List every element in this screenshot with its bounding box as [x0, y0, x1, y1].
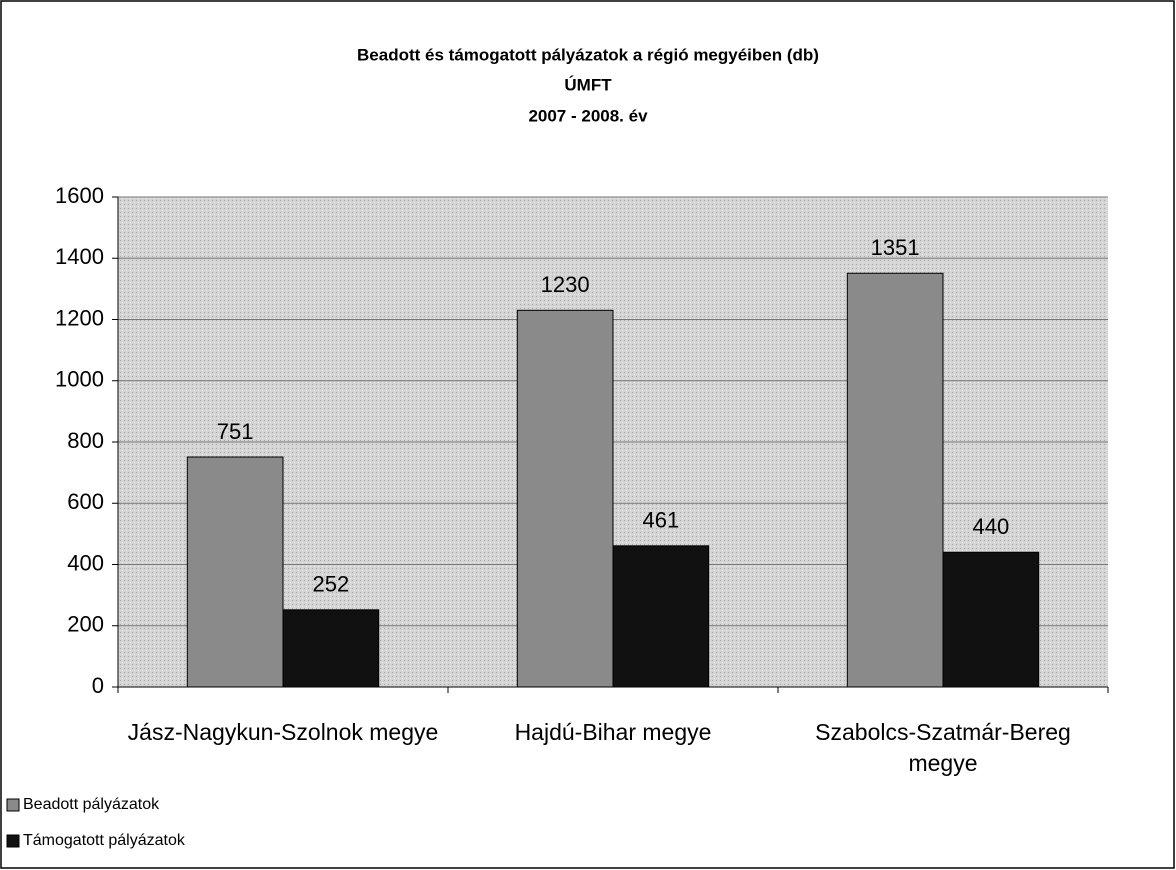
- data-label: 1351: [871, 235, 920, 260]
- y-tick-label: 200: [67, 612, 104, 637]
- x-tick-label: Hajdú-Bihar megye: [514, 719, 712, 745]
- bar: [846, 272, 944, 688]
- bar: [942, 551, 1040, 688]
- bar: [282, 609, 380, 688]
- data-label: 751: [217, 419, 254, 444]
- bar: [186, 456, 284, 688]
- legend-swatch: [6, 798, 20, 812]
- chart-title: Beadott és támogatott pályázatok a régió…: [357, 45, 819, 64]
- y-tick-label: 0: [92, 673, 104, 698]
- y-tick-label: 600: [67, 489, 104, 514]
- data-label: 461: [642, 508, 679, 533]
- chart-subtitle: ÚMFT: [564, 75, 612, 94]
- y-tick-label: 1600: [55, 183, 104, 208]
- legend-label: Támogatott pályázatok: [23, 832, 186, 849]
- data-label: 1230: [541, 272, 590, 297]
- x-tick-label: Szabolcs-Szatmár-Bereg megye: [815, 719, 1071, 776]
- data-label: 440: [972, 514, 1009, 539]
- legend-label: Beadott pályázatok: [23, 796, 160, 813]
- bar: [516, 309, 614, 688]
- y-tick-label: 1000: [55, 367, 104, 392]
- bar: [612, 545, 710, 688]
- x-tick-label: Jász-Nagykun-Szolnok megye: [127, 719, 439, 745]
- y-tick-label: 1200: [55, 305, 104, 330]
- chart-subtitle: 2007 - 2008. év: [528, 106, 648, 125]
- data-label: 252: [312, 572, 349, 597]
- legend-swatch: [6, 834, 20, 848]
- y-tick-label: 800: [67, 428, 104, 453]
- y-tick-label: 400: [67, 550, 104, 575]
- y-tick-label: 1400: [55, 244, 104, 269]
